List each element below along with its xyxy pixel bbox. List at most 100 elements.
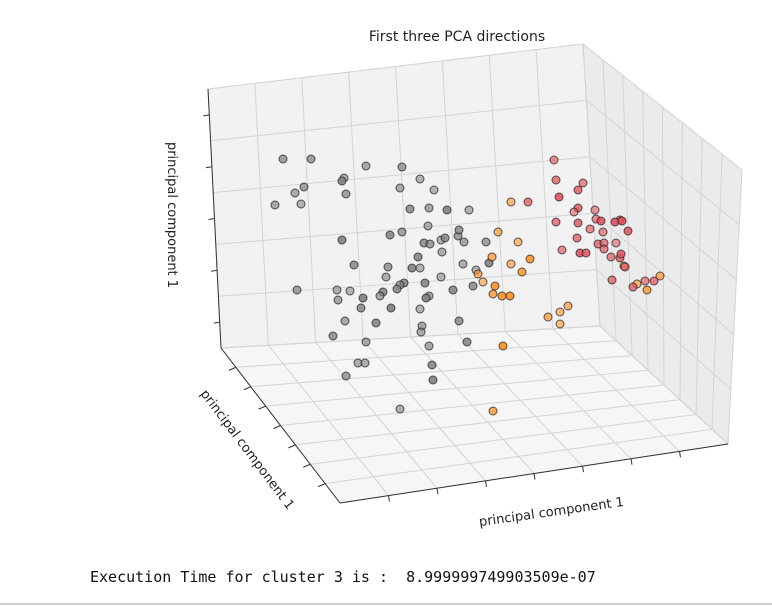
chart-title: First three PCA directions <box>369 29 545 45</box>
data-point <box>581 248 591 258</box>
data-point <box>397 227 407 237</box>
data-point <box>555 319 565 329</box>
data-point <box>599 244 609 254</box>
data-point <box>375 291 385 301</box>
data-point <box>395 183 405 193</box>
axis-label-vertical: principal component 1 <box>164 142 179 288</box>
data-point <box>459 237 469 247</box>
data-point <box>383 262 393 272</box>
data-point <box>616 249 626 259</box>
data-point <box>436 272 446 282</box>
data-point <box>345 286 355 296</box>
data-point <box>525 254 535 264</box>
data-point <box>554 192 564 202</box>
data-point <box>458 259 468 269</box>
series-3 <box>523 155 659 292</box>
data-point <box>506 259 516 269</box>
data-point <box>611 238 621 248</box>
data-point <box>517 267 527 277</box>
tick-marks <box>203 88 729 504</box>
axis-panes <box>207 42 743 504</box>
data-point <box>407 263 417 273</box>
data-point <box>340 316 350 326</box>
data-point <box>585 224 595 234</box>
data-point <box>454 225 464 235</box>
data-point <box>617 216 627 226</box>
data-point <box>299 182 309 192</box>
data-point <box>349 260 359 270</box>
data-point <box>563 301 573 311</box>
data-point <box>415 263 425 273</box>
data-point <box>332 285 342 295</box>
data-point <box>481 237 491 247</box>
data-point <box>490 281 500 291</box>
data-point <box>462 337 472 347</box>
data-point <box>337 235 347 245</box>
data-point <box>513 237 523 247</box>
data-point <box>328 331 338 341</box>
data-point <box>642 285 652 295</box>
data-point <box>425 239 435 249</box>
data-point <box>371 318 381 328</box>
data-point <box>543 312 553 322</box>
data-point <box>423 221 433 231</box>
data-point <box>392 284 402 294</box>
data-point <box>427 360 437 370</box>
data-point <box>493 227 503 237</box>
data-point <box>578 178 588 188</box>
data-point <box>270 200 280 210</box>
data-point <box>569 207 579 217</box>
data-point <box>606 252 616 262</box>
data-point <box>358 293 368 303</box>
data-point <box>386 303 396 313</box>
data-point <box>478 277 488 287</box>
series-2 <box>473 197 665 416</box>
data-point <box>397 162 407 172</box>
data-point <box>428 375 438 385</box>
data-point <box>395 404 405 414</box>
data-point <box>551 217 561 227</box>
data-point <box>440 233 450 243</box>
data-point <box>361 161 371 171</box>
data-point <box>416 327 426 337</box>
data-point <box>607 275 617 285</box>
data-point <box>573 185 583 195</box>
data-point <box>549 155 559 165</box>
data-point <box>413 252 423 262</box>
data-point <box>405 204 415 214</box>
data-point <box>573 218 583 228</box>
data-point <box>505 291 515 301</box>
data-point <box>590 205 600 215</box>
data-point <box>498 341 508 351</box>
data-point <box>306 154 316 164</box>
data-point <box>361 337 371 347</box>
data-point <box>557 245 567 255</box>
pca-3d-scatter-plot: First three PCA directions principal com… <box>164 29 743 530</box>
data-point <box>468 281 478 291</box>
data-points <box>270 154 665 416</box>
data-point <box>596 216 606 226</box>
data-point <box>421 293 431 303</box>
data-point <box>442 205 452 215</box>
data-point <box>628 282 638 292</box>
data-point <box>488 406 498 416</box>
data-point <box>278 154 288 164</box>
series-1 <box>270 154 494 414</box>
data-point <box>640 276 650 286</box>
back-left-pane <box>207 43 601 349</box>
data-point <box>464 205 474 215</box>
data-point <box>385 230 395 240</box>
data-point <box>473 269 483 279</box>
data-point <box>572 233 582 243</box>
data-point <box>649 276 659 286</box>
data-point <box>415 304 425 314</box>
data-point <box>292 285 302 295</box>
data-point <box>598 227 608 237</box>
data-point <box>424 203 434 213</box>
data-point <box>341 371 351 381</box>
data-point <box>381 272 391 282</box>
data-point <box>341 189 351 199</box>
data-point <box>551 175 561 185</box>
data-point <box>448 285 458 295</box>
execution-time-output: Execution Time for cluster 3 is : 8.9999… <box>90 568 596 586</box>
